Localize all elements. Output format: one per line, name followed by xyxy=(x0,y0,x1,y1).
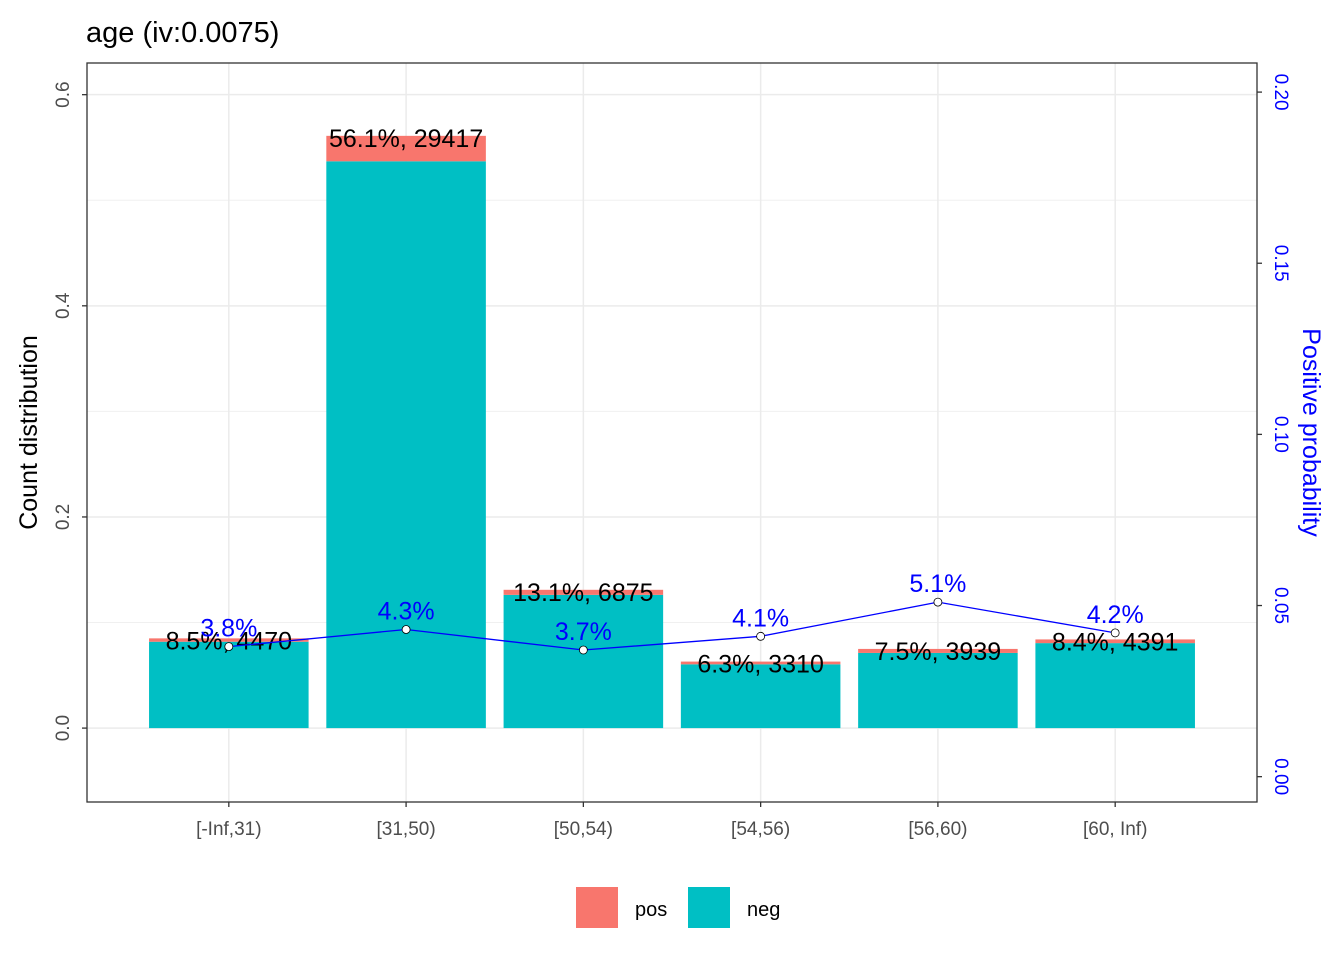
bar-neg xyxy=(858,652,1018,729)
x-tick-label: [-Inf,31) xyxy=(196,819,261,840)
y2-tick-label: 0.10 xyxy=(1270,416,1291,453)
probability-line xyxy=(224,597,1120,655)
probability-labels: 3.8% 4.3% 3.7% 4.1% 5.1% 4.2% xyxy=(200,570,1143,646)
bar-label: 6.3%, 3310 xyxy=(697,651,824,679)
x-tick-label: [50,54) xyxy=(554,819,613,840)
y2-tick-label: 0.15 xyxy=(1270,245,1291,282)
probability-point xyxy=(933,597,943,607)
y-tick-label: 0.2 xyxy=(53,504,74,530)
bar-neg xyxy=(1035,643,1195,729)
bar-neg xyxy=(680,664,841,729)
bar-pos xyxy=(1035,639,1195,644)
probability-series-line xyxy=(228,601,1116,651)
y2-tick-label: 0.00 xyxy=(1270,758,1291,795)
bar-neg xyxy=(503,594,664,729)
y-tick-label: 0.0 xyxy=(53,715,74,741)
bar-neg xyxy=(149,641,309,729)
bar-label: 7.5%, 3939 xyxy=(875,638,1002,666)
probability-label: 4.2% xyxy=(1087,601,1144,629)
y-tick-label: 0.6 xyxy=(53,81,74,107)
bar-neg xyxy=(326,161,486,729)
probability-point xyxy=(1110,628,1120,638)
y-axis-ticks: 0.0 0.2 0.4 0.6 xyxy=(53,81,87,741)
x-tick-label: [31,50) xyxy=(377,819,436,840)
panel-border xyxy=(86,62,1258,803)
probability-point xyxy=(756,631,766,641)
probability-label: 3.8% xyxy=(200,615,257,643)
bar-label: 56.1%, 29417 xyxy=(329,125,483,153)
chart-title: age (iv:0.0075) xyxy=(86,17,279,49)
bar-pos xyxy=(858,648,1018,653)
legend-key-neg xyxy=(688,887,730,928)
bar-pos xyxy=(680,661,841,665)
x-tick-label: [56,60) xyxy=(908,819,967,840)
probability-label: 5.1% xyxy=(909,570,966,598)
y2-tick-label: 0.20 xyxy=(1270,74,1291,111)
y2-axis-label: Positive probability xyxy=(1297,328,1325,537)
bar-pos xyxy=(149,638,309,642)
legend-label-pos: pos xyxy=(635,899,667,921)
y-axis-label: Count distribution xyxy=(15,335,43,530)
probability-point xyxy=(401,625,411,634)
probability-point xyxy=(578,645,588,655)
probability-point xyxy=(224,642,234,652)
bar-pos xyxy=(503,589,664,595)
y-tick-label: 0.4 xyxy=(53,292,74,319)
y2-tick-label: 0.05 xyxy=(1270,587,1291,624)
bar-pos xyxy=(326,135,486,162)
y2-axis-ticks: 0.00 0.05 0.10 0.15 0.20 xyxy=(1257,74,1291,795)
legend-key-pos xyxy=(576,887,618,928)
x-tick-label: [60, Inf) xyxy=(1083,819,1147,840)
legend-label-neg: neg xyxy=(747,899,780,921)
x-tick-label: [54,56) xyxy=(731,819,790,840)
probability-label: 3.7% xyxy=(555,618,612,646)
probability-label: 4.1% xyxy=(732,604,789,632)
bar-label: 13.1%, 6875 xyxy=(513,579,653,607)
probability-label: 4.3% xyxy=(378,597,435,625)
legend: pos neg xyxy=(576,887,780,928)
x-axis-ticks: [-Inf,31) [31,50) [50,54) [54,56) [56,60) [60… xyxy=(196,802,1147,840)
